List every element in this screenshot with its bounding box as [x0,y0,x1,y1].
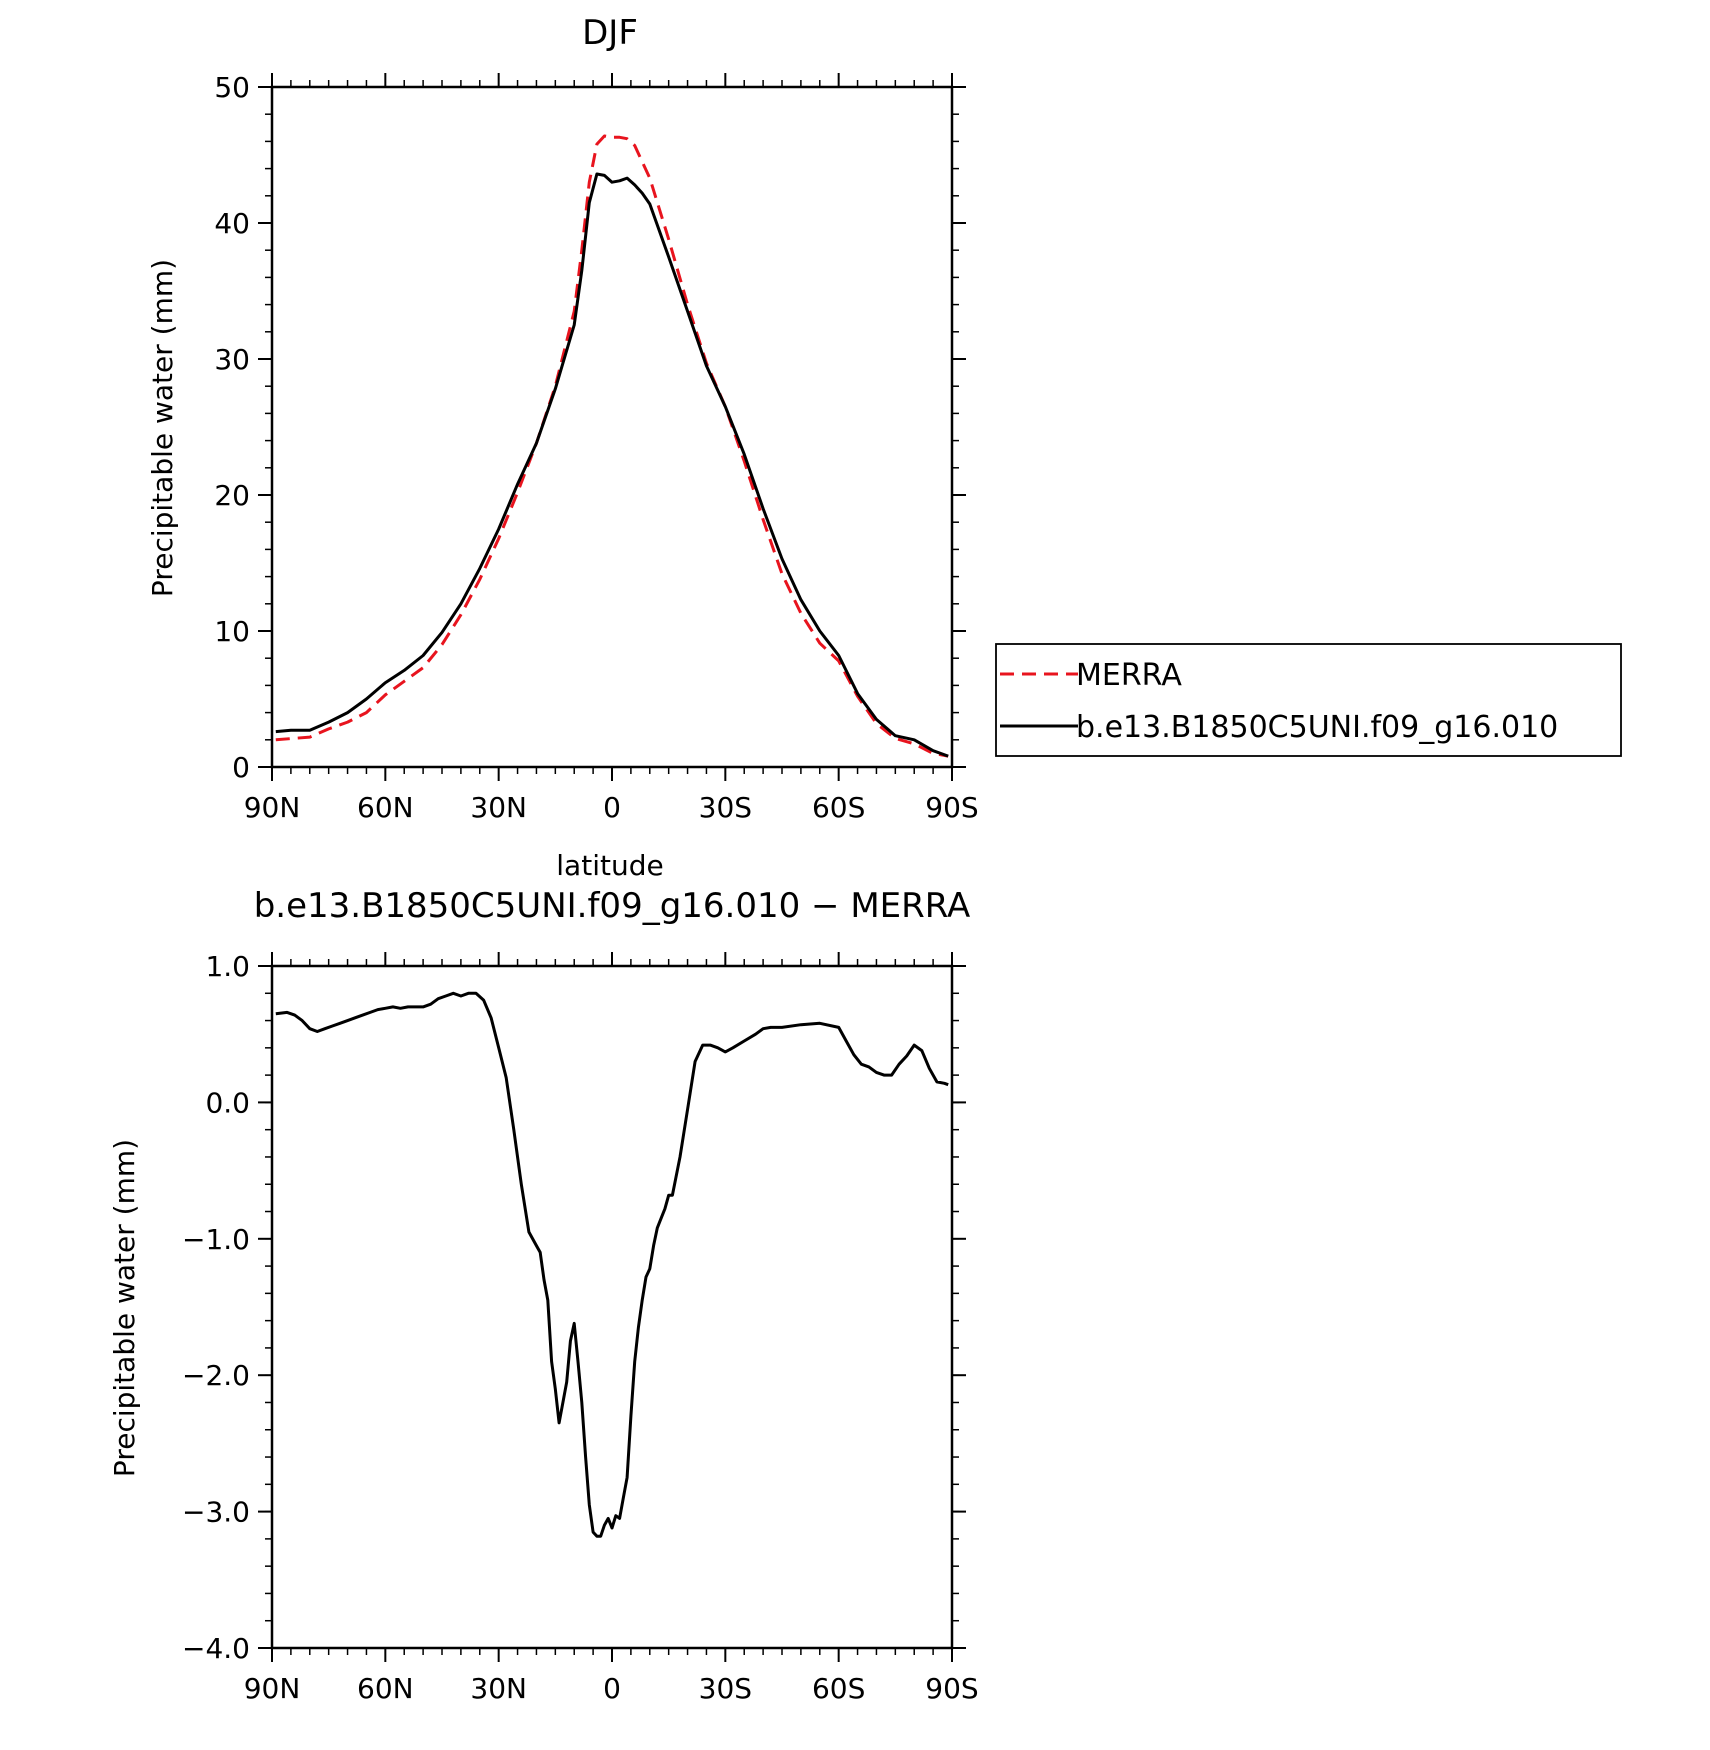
x-tick-label: 60N [357,791,414,824]
y-tick-label: −1.0 [182,1223,250,1256]
y-tick-label: 10 [214,615,250,648]
x-tick-label: 60N [357,1672,414,1705]
legend-frame [995,643,1622,757]
tick-marks [258,73,966,781]
y-tick-label: 1.0 [205,950,250,983]
x-tick-label: 90N [244,1672,301,1705]
y-tick-label: −4.0 [182,1632,250,1665]
y-tick-label: 20 [214,479,250,512]
y-tick-label: −3.0 [182,1496,250,1529]
plot-frame [270,85,954,769]
y-axis-label: Precipitable water (mm) [108,1139,141,1477]
x-tick-label: 30N [470,1672,527,1705]
series-line [275,991,949,1538]
x-tick-label: 0 [603,1672,621,1705]
x-tick-label: 90S [925,791,978,824]
y-tick-label: 30 [214,343,250,376]
panel-title: b.e13.B1850C5UNI.f09_g16.010 − MERRA [254,886,971,926]
y-tick-labels: 1.0 0.0 −1.0 −2.0 −3.0 −4.0 [182,950,250,1665]
series-line [275,134,949,758]
series-lines [275,134,949,758]
plot-frame [270,964,954,1650]
y-tick-label: 40 [214,207,250,240]
y-tick-label: 0 [232,751,250,784]
djf-panel: DJF Precipitable water (mm) latitude 90N… [146,13,979,882]
x-tick-label: 90N [244,791,301,824]
legend-label-merra: MERRA [1076,658,1182,693]
legend-label-model: b.e13.B1850C5UNI.f09_g16.010 [1076,710,1558,745]
x-tick-label: 90S [925,1672,978,1705]
x-tick-label: 30S [699,1672,752,1705]
legend: MERRA b.e13.B1850C5UNI.f09_g16.010 [995,643,1622,757]
difference-panel: b.e13.B1850C5UNI.f09_g16.010 − MERRA Pre… [108,886,979,1705]
y-tick-labels: 0 10 20 30 40 50 [214,71,250,784]
series-line [275,172,949,758]
x-tick-labels: 90N 60N 30N 0 30S 60S 90S [244,1672,979,1705]
x-axis-label: latitude [556,849,663,882]
x-tick-label: 30N [470,791,527,824]
x-tick-label: 0 [603,791,621,824]
x-tick-label: 60S [812,791,865,824]
y-axis-label: Precipitable water (mm) [146,259,179,597]
y-tick-label: 50 [214,71,250,104]
panel-title: DJF [582,13,638,53]
series-lines [275,991,949,1538]
x-tick-label: 60S [812,1672,865,1705]
x-tick-labels: 90N 60N 30N 0 30S 60S 90S [244,791,979,824]
tick-marks [258,952,966,1662]
x-tick-label: 30S [699,791,752,824]
y-tick-label: 0.0 [205,1086,250,1119]
y-tick-label: −2.0 [182,1359,250,1392]
